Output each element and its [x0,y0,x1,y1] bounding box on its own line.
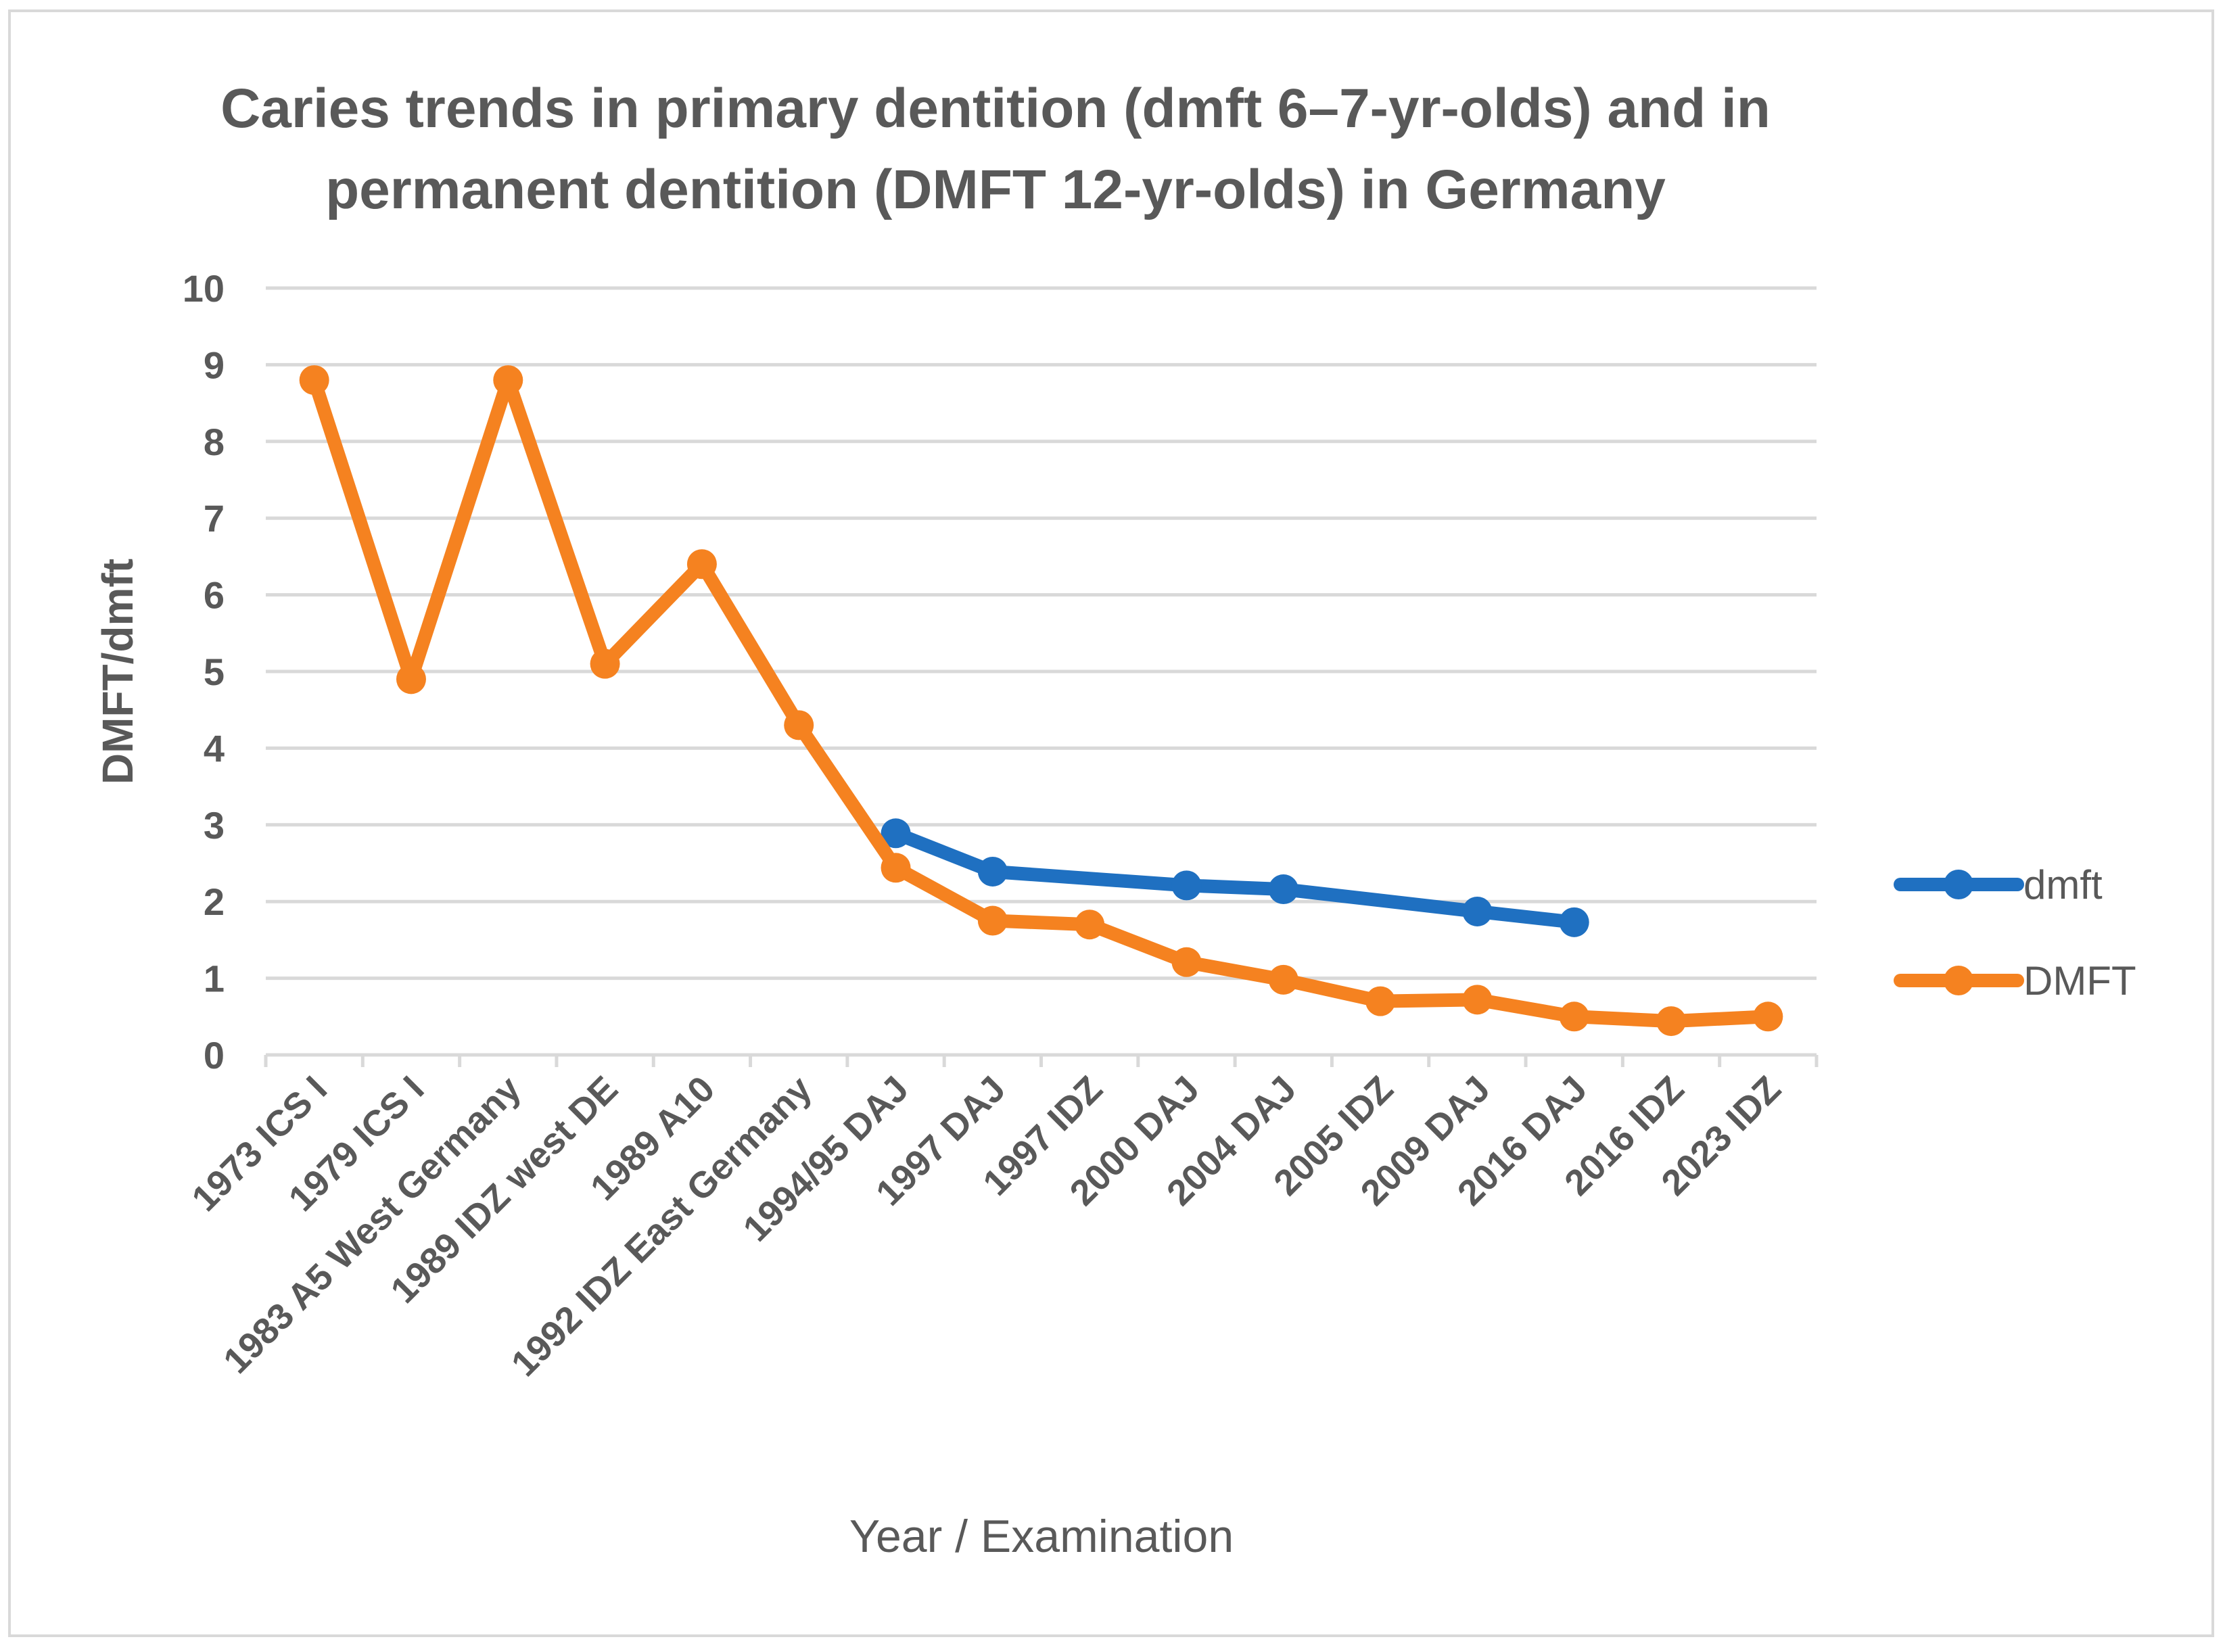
data-point-dmft [1462,985,1493,1015]
data-point-dmft [1462,896,1493,926]
data-point-dmft [1075,910,1105,940]
series-dmft [299,365,1783,1037]
data-point-dmft [977,856,1008,887]
data-point-dmft [1656,1006,1687,1037]
legend-label-dmft: DMFT [2023,958,2136,1004]
data-point-dmft [590,648,620,679]
y-tick-label: 6 [204,574,225,617]
x-tick-label: 1994/95 DAJ [736,1068,916,1249]
legend: dmft DMFT [1894,862,2136,1004]
data-point-dmft [977,905,1008,936]
data-point-dmft [493,365,523,396]
data-point-dmft [881,818,911,849]
y-tick-label: 9 [204,344,225,386]
y-axis-label: DMFT/dmft [93,559,142,784]
data-point-dmft [1171,870,1202,901]
y-tick-label: 5 [204,651,225,693]
series-layer [299,365,1783,1037]
legend-marker-dmft [1944,966,1973,995]
data-point-dmft [784,710,814,740]
data-point-dmft [299,365,329,396]
data-point-dmft [1559,907,1589,937]
data-point-dmft [1268,874,1298,905]
gridlines [266,286,1817,981]
data-point-dmft [1559,1001,1589,1032]
y-tick-label: 0 [204,1034,225,1077]
legend-label-dmft: dmft [2023,862,2103,907]
y-axis-ticks: 0 1 2 3 4 5 6 7 8 9 10 [183,267,225,1077]
data-point-dmft [686,549,717,580]
x-axis-label: Year / Examination [849,1511,1234,1562]
y-tick-label: 10 [183,267,225,310]
y-tick-label: 8 [204,421,225,463]
data-point-dmft [1268,964,1298,995]
series-line-dmft [307,373,1775,1029]
y-tick-label: 1 [204,958,225,1000]
chart-title-line-2: permanent dentition (DMFT 12-yr-olds) in… [325,159,1666,220]
x-axis [264,1053,1819,1067]
data-point-dmft [396,664,426,694]
y-tick-label: 3 [204,804,225,847]
legend-marker-dmft [1944,870,1973,899]
data-point-dmft [881,853,911,883]
data-point-dmft [1365,986,1396,1016]
y-tick-label: 2 [204,880,225,923]
series-dmft [881,818,1589,937]
y-tick-label: 4 [204,727,225,770]
y-tick-label: 7 [204,497,225,540]
series-line-dmft [889,826,1581,929]
data-point-dmft [1753,1001,1783,1032]
data-point-dmft [1171,947,1202,977]
chart-title-line-1: Caries trends in primary dentition (dmft… [220,78,1771,139]
